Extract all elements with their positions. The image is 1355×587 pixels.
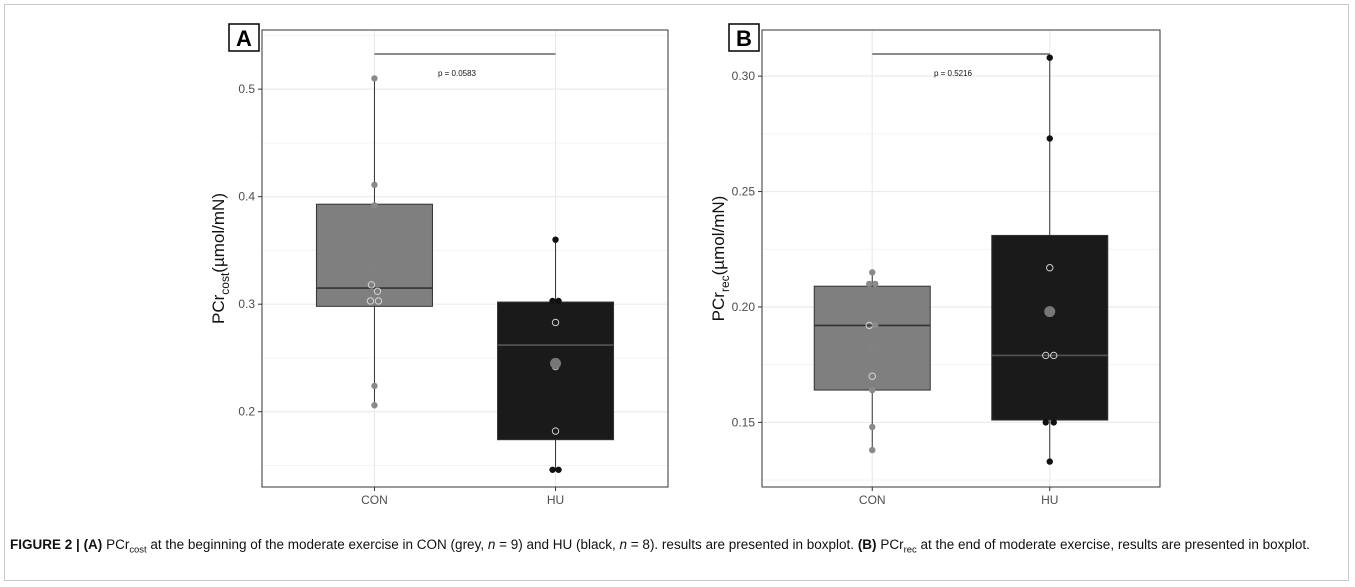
data-point (1046, 264, 1054, 272)
y-tick-label: 0.20 (732, 300, 756, 314)
data-point (1046, 458, 1053, 465)
caption-n-symbol-2: n (619, 537, 628, 552)
caption-a-var: PCr (106, 537, 130, 552)
boxplot-panel-a: p = 0.0583 0.2 0.3 0.4 0.5 CON HU PCrcost(µmol/… (209, 23, 669, 507)
box-con (813, 285, 931, 391)
y-axis-title-main: PCr (209, 294, 228, 324)
x-tick-label: HU (1041, 493, 1058, 507)
data-point (866, 280, 873, 288)
mean-point (550, 357, 562, 369)
data-point (1042, 351, 1050, 360)
caption-n-symbol-1: n (487, 537, 496, 552)
box-hu (991, 234, 1109, 421)
figure-frame (4, 4, 1349, 581)
data-point (371, 181, 378, 189)
caption-a-var-sub: cost (129, 544, 147, 556)
mean-point (1044, 306, 1056, 318)
y-axis-title-sub: rec (718, 275, 732, 292)
caption-a-text-2: = 9) and HU (black, (495, 537, 620, 552)
y-axis-title-main: PCr (709, 292, 728, 322)
data-point (868, 372, 876, 380)
y-axis-title-unit: (µmol/mN) (709, 196, 728, 276)
y-axis-title-sub: cost (218, 272, 232, 295)
caption-label: FIGURE 2 | (10, 537, 80, 552)
data-point (552, 236, 559, 243)
p-value-label: p = 0.5216 (934, 69, 973, 78)
data-point (872, 322, 879, 329)
caption-b-var-sub: rec (903, 544, 917, 556)
data-point (371, 75, 378, 82)
panel-letter: B (736, 26, 752, 51)
boxplot-panel-b: p = 0.5216 0.15 0.20 0.25 0.30 CON HU PCrrec(µm… (709, 23, 1161, 507)
x-tick-label: HU (547, 493, 564, 507)
data-point (555, 466, 562, 473)
data-point (366, 297, 375, 305)
y-tick-label: 0.30 (732, 69, 756, 83)
x-tick-label: CON (361, 493, 388, 507)
caption-b-var: PCr (880, 537, 904, 552)
caption-a-text-3: = 8). results are presented in boxplot. (627, 537, 858, 552)
data-point (371, 202, 378, 209)
y-tick-label: 0.15 (732, 415, 756, 429)
data-point (555, 297, 562, 305)
caption-b-tag: (B) (857, 537, 877, 552)
data-point (551, 318, 560, 327)
panel-border (761, 29, 1161, 488)
data-point (549, 466, 556, 473)
panel-border (261, 29, 669, 488)
data-point (1046, 54, 1053, 61)
panel-letter-box (228, 23, 260, 52)
data-point (371, 402, 378, 409)
x-tick-label: CON (859, 493, 886, 507)
data-point (1046, 135, 1053, 142)
box-hu (497, 301, 615, 441)
data-point (373, 287, 382, 295)
data-point (549, 297, 556, 305)
y-tick-label: 0.5 (238, 82, 255, 96)
y-axis-title: PCrcost(µmol/mN) (209, 193, 232, 324)
mean-point (368, 264, 380, 276)
data-point (872, 280, 879, 288)
data-point (869, 386, 876, 394)
caption-a-tag: (A) (83, 537, 103, 552)
data-point (869, 269, 876, 276)
data-point (1042, 419, 1049, 426)
y-tick-label: 0.2 (238, 405, 255, 419)
data-point (551, 427, 560, 435)
p-value-label: p = 0.0583 (438, 69, 477, 78)
caption-b-text: at the end of moderate exercise, results… (916, 537, 1310, 552)
y-tick-label: 0.25 (732, 185, 756, 199)
data-point (371, 382, 378, 390)
data-point (374, 297, 383, 305)
y-tick-label: 0.4 (238, 190, 255, 204)
data-point (869, 423, 876, 431)
panel-letter: A (236, 26, 252, 51)
data-point (869, 446, 876, 454)
y-axis-title: PCrrec(µmol/mN) (709, 196, 732, 322)
figure-caption: FIGURE 2 | (A) PCrcost at the beginning … (10, 534, 1340, 561)
caption-a-text-1: at the beginning of the moderate exercis… (146, 537, 488, 552)
data-point (367, 281, 376, 289)
panel-letter-box (728, 23, 760, 52)
y-axis-title-unit: (µmol/mN) (209, 193, 228, 273)
mean-point (866, 343, 878, 355)
data-point (1050, 351, 1058, 360)
data-point (1050, 419, 1057, 426)
y-tick-label: 0.3 (238, 297, 255, 311)
